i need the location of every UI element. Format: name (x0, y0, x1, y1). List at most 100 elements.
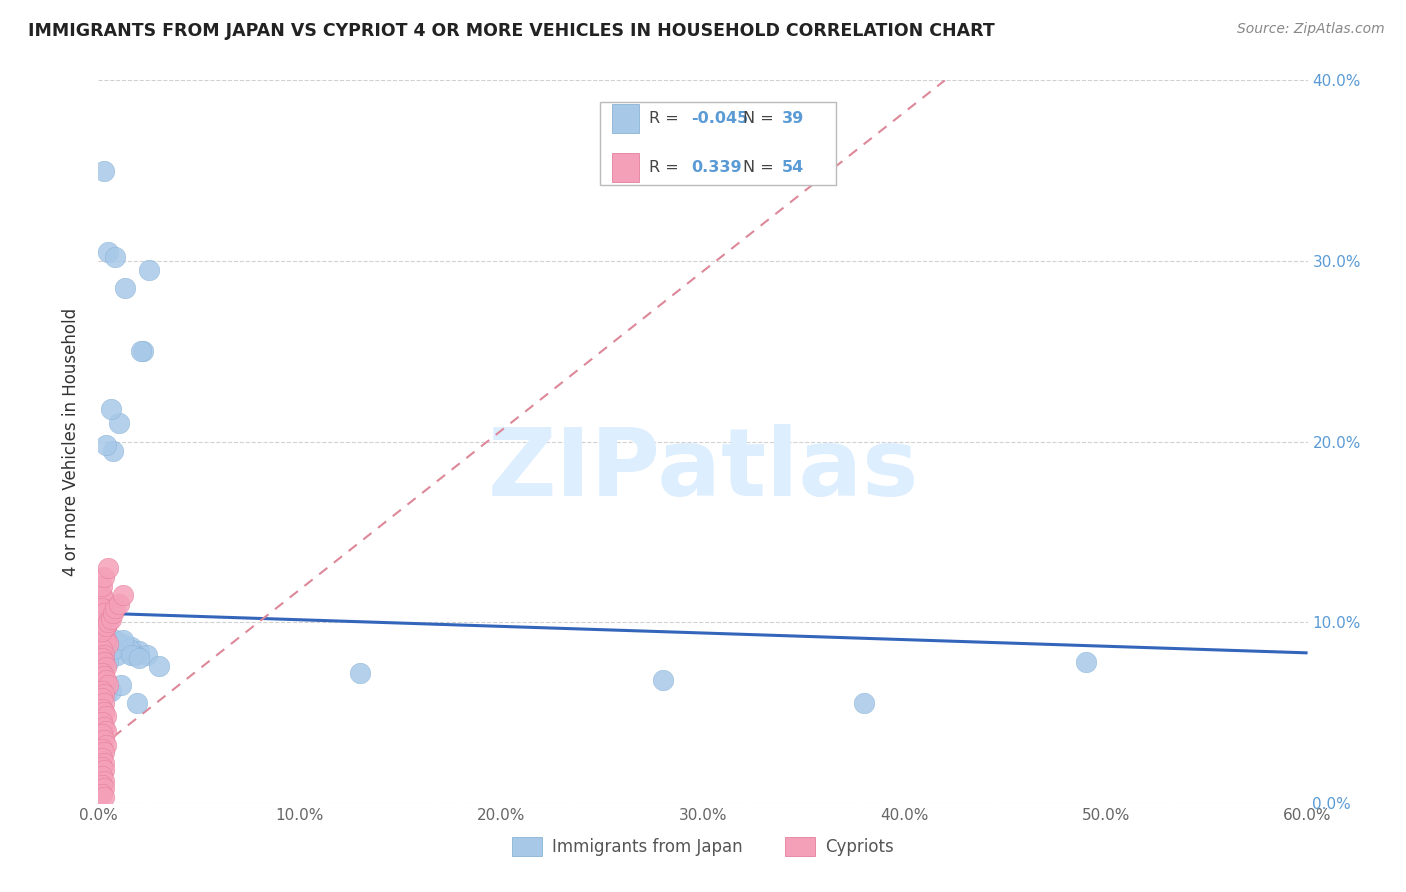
Point (120, 640, 142, 655)
Point (93, 697, 115, 711)
Point (128, 651, 150, 665)
Point (91, 750, 114, 764)
Point (93, 630, 115, 644)
Point (93, 651, 115, 665)
Point (101, 642, 124, 657)
Point (138, 263, 160, 277)
Point (91, 600, 114, 615)
Point (110, 678, 132, 692)
Point (93, 669, 115, 683)
Point (132, 344, 155, 359)
Point (96, 687, 118, 701)
Point (96, 709, 118, 723)
Point (93, 655, 115, 669)
Point (93, 593, 115, 607)
Text: N =: N = (742, 161, 779, 175)
Text: R =: R = (648, 112, 683, 126)
Point (96, 738, 118, 752)
Point (91, 727, 114, 741)
Point (91, 778, 114, 792)
Point (121, 648, 143, 662)
Point (93, 764, 115, 778)
Text: N =: N = (742, 112, 779, 126)
Point (114, 281, 136, 295)
Text: -0.045: -0.045 (690, 112, 748, 126)
Point (1074, 655, 1097, 669)
Point (103, 250, 125, 264)
Point (91, 787, 114, 801)
Point (107, 597, 129, 611)
Point (97, 615, 120, 630)
Point (100, 683, 122, 698)
Point (91, 651, 114, 665)
Point (97, 637, 120, 651)
Bar (613, 104, 638, 133)
Point (91, 642, 114, 657)
Text: 54: 54 (782, 161, 804, 175)
Text: ZIPatlas: ZIPatlas (488, 425, 918, 516)
Legend: Immigrants from Japan, Cypriots: Immigrants from Japan, Cypriots (506, 830, 900, 863)
Point (93, 790, 115, 805)
Point (93, 163, 115, 178)
Bar (600, 102, 837, 185)
Point (349, 665, 371, 680)
Point (111, 633, 134, 648)
Point (651, 673, 673, 687)
Point (103, 600, 125, 615)
Point (93, 732, 115, 747)
Point (91, 723, 114, 738)
Point (135, 648, 157, 662)
Point (96, 633, 118, 648)
Point (96, 619, 118, 633)
Bar (613, 153, 638, 182)
Point (115, 644, 138, 658)
Point (97, 561, 120, 575)
Point (853, 697, 876, 711)
Point (101, 443, 124, 458)
Text: 0.339: 0.339 (690, 161, 741, 175)
Point (96, 660, 118, 674)
Point (96, 673, 118, 687)
Point (93, 648, 115, 662)
Point (124, 648, 146, 662)
Point (91, 714, 114, 729)
Text: Source: ZipAtlas.com: Source: ZipAtlas.com (1237, 22, 1385, 37)
Point (91, 624, 114, 639)
Point (101, 606, 124, 620)
Point (96, 723, 118, 738)
Point (97, 655, 120, 669)
Point (91, 665, 114, 680)
Point (111, 588, 134, 602)
Point (91, 579, 114, 593)
Point (103, 633, 125, 648)
Point (148, 658, 170, 673)
Point (96, 438, 118, 452)
Point (129, 344, 152, 359)
Point (93, 781, 115, 796)
Point (97, 678, 120, 692)
Text: IMMIGRANTS FROM JAPAN VS CYPRIOT 4 OR MORE VEHICLES IN HOUSEHOLD CORRELATION CHA: IMMIGRANTS FROM JAPAN VS CYPRIOT 4 OR MO… (28, 22, 995, 40)
Point (118, 642, 141, 657)
Point (93, 756, 115, 770)
Point (93, 745, 115, 759)
Point (120, 648, 142, 662)
Point (91, 760, 114, 774)
Point (93, 774, 115, 789)
Text: R =: R = (648, 161, 683, 175)
Point (91, 702, 114, 716)
Point (93, 687, 115, 701)
Text: 39: 39 (782, 112, 804, 126)
Point (91, 683, 114, 698)
Point (128, 644, 150, 658)
Point (105, 648, 128, 662)
Point (100, 611, 122, 625)
Point (93, 606, 115, 620)
Point (91, 741, 114, 756)
Point (93, 720, 115, 734)
Point (93, 706, 115, 720)
Point (96, 619, 118, 633)
Point (91, 691, 114, 706)
Point (97, 244, 120, 259)
Point (93, 570, 115, 584)
Point (91, 588, 114, 602)
